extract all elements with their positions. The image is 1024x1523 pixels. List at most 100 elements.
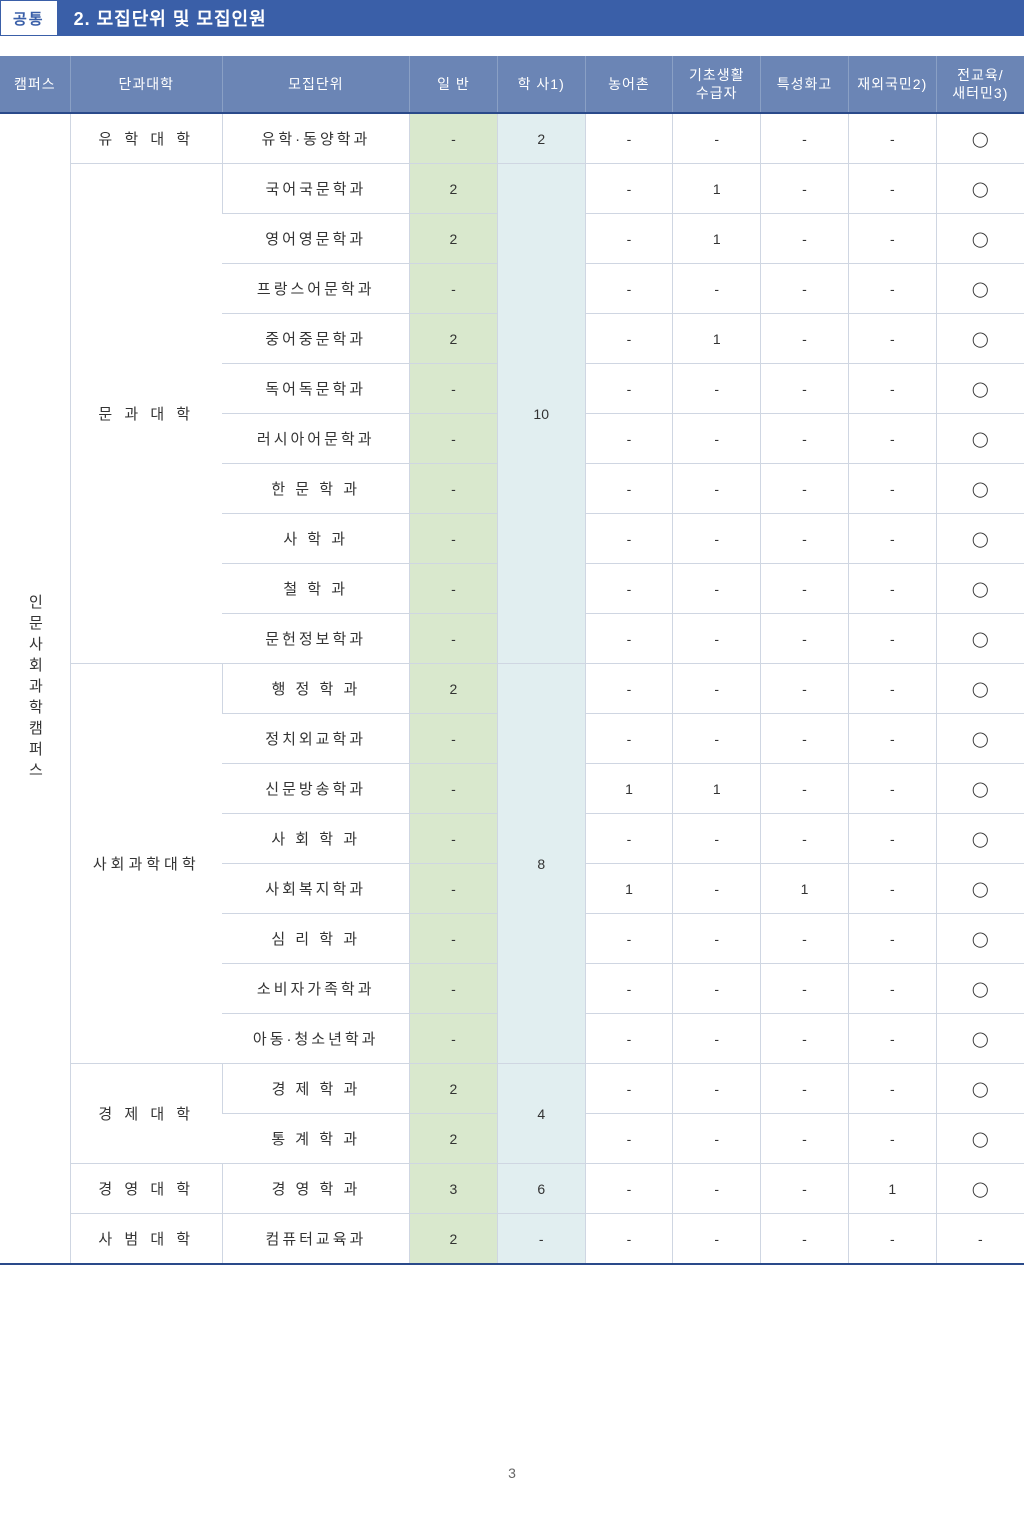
basic-cell: 1 — [673, 164, 761, 214]
spec-cell: - — [761, 564, 849, 614]
haksa-cell: 4 — [497, 1064, 585, 1164]
rural-cell: - — [585, 514, 673, 564]
rural-cell: - — [585, 914, 673, 964]
edu-cell: ◯ — [936, 814, 1024, 864]
general-cell: 2 — [410, 1064, 498, 1114]
col-header: 특성화고 — [761, 56, 849, 113]
spec-cell: - — [761, 1114, 849, 1164]
basic-cell: - — [673, 714, 761, 764]
edu-cell: ◯ — [936, 264, 1024, 314]
table-header: 캠퍼스단과대학모집단위일 반학 사1)농어촌기초생활수급자특성화고재외국민2)전… — [0, 56, 1024, 113]
rural-cell: - — [585, 664, 673, 714]
edu-cell: ◯ — [936, 714, 1024, 764]
spec-cell: - — [761, 113, 849, 164]
overseas-cell: - — [848, 1014, 936, 1064]
rural-cell: 1 — [585, 864, 673, 914]
spec-cell: - — [761, 1214, 849, 1265]
basic-cell: - — [673, 1064, 761, 1114]
col-header: 전교육/새터민3) — [936, 56, 1024, 113]
rural-cell: - — [585, 214, 673, 264]
basic-cell: - — [673, 614, 761, 664]
dept-cell: 사회복지학과 — [222, 864, 409, 914]
spec-cell: - — [761, 914, 849, 964]
rural-cell: - — [585, 264, 673, 314]
edu-cell: ◯ — [936, 214, 1024, 264]
dept-cell: 경 영 학 과 — [222, 1164, 409, 1214]
haksa-cell: 8 — [497, 664, 585, 1064]
table-row: 문 과 대 학국어국문학과210-1--◯ — [0, 164, 1024, 214]
edu-cell: ◯ — [936, 964, 1024, 1014]
dept-cell: 사 학 과 — [222, 514, 409, 564]
spec-cell: - — [761, 764, 849, 814]
overseas-cell: - — [848, 514, 936, 564]
edu-cell: ◯ — [936, 1014, 1024, 1064]
rural-cell: - — [585, 814, 673, 864]
edu-cell: ◯ — [936, 364, 1024, 414]
rural-cell: - — [585, 364, 673, 414]
dept-cell: 사 회 학 과 — [222, 814, 409, 864]
overseas-cell: - — [848, 714, 936, 764]
overseas-cell: - — [848, 814, 936, 864]
basic-cell: - — [673, 1214, 761, 1265]
table-row: 경 영 대 학경 영 학 과36---1◯ — [0, 1164, 1024, 1214]
general-cell: - — [410, 1014, 498, 1064]
rural-cell: 1 — [585, 764, 673, 814]
overseas-cell: - — [848, 364, 936, 414]
edu-cell: ◯ — [936, 414, 1024, 464]
basic-cell: 1 — [673, 764, 761, 814]
spec-cell: - — [761, 364, 849, 414]
edu-cell: ◯ — [936, 914, 1024, 964]
spec-cell: - — [761, 1014, 849, 1064]
basic-cell: 1 — [673, 214, 761, 264]
general-cell: 2 — [410, 664, 498, 714]
edu-cell: ◯ — [936, 864, 1024, 914]
general-cell: - — [410, 814, 498, 864]
college-cell: 문 과 대 학 — [70, 164, 222, 664]
dept-cell: 국어국문학과 — [222, 164, 409, 214]
rural-cell: - — [585, 164, 673, 214]
spec-cell: 1 — [761, 864, 849, 914]
general-cell: - — [410, 564, 498, 614]
col-header: 일 반 — [410, 56, 498, 113]
edu-cell: - — [936, 1214, 1024, 1265]
col-header: 캠퍼스 — [0, 56, 70, 113]
dept-cell: 경 제 학 과 — [222, 1064, 409, 1114]
haksa-cell: 2 — [497, 113, 585, 164]
edu-cell: ◯ — [936, 1064, 1024, 1114]
basic-cell: - — [673, 1114, 761, 1164]
col-header: 재외국민2) — [848, 56, 936, 113]
overseas-cell: - — [848, 264, 936, 314]
general-cell: - — [410, 714, 498, 764]
general-cell: 2 — [410, 1114, 498, 1164]
basic-cell: - — [673, 514, 761, 564]
general-cell: - — [410, 264, 498, 314]
general-cell: - — [410, 364, 498, 414]
col-header: 학 사1) — [497, 56, 585, 113]
spec-cell: - — [761, 314, 849, 364]
spec-cell: - — [761, 814, 849, 864]
dept-cell: 철 학 과 — [222, 564, 409, 614]
basic-cell: - — [673, 1164, 761, 1214]
haksa-cell: 10 — [497, 164, 585, 664]
dept-cell: 러시아어문학과 — [222, 414, 409, 464]
rural-cell: - — [585, 1114, 673, 1164]
col-header: 모집단위 — [222, 56, 409, 113]
dept-cell: 행 정 학 과 — [222, 664, 409, 714]
general-cell: - — [410, 614, 498, 664]
overseas-cell: - — [848, 464, 936, 514]
dept-cell: 유학·동양학과 — [222, 113, 409, 164]
dept-cell: 컴퓨터교육과 — [222, 1214, 409, 1265]
dept-cell: 문헌정보학과 — [222, 614, 409, 664]
college-cell: 사 범 대 학 — [70, 1214, 222, 1265]
rural-cell: - — [585, 314, 673, 364]
col-header: 농어촌 — [585, 56, 673, 113]
rural-cell: - — [585, 464, 673, 514]
spec-cell: - — [761, 264, 849, 314]
table-row: 인문사회과학캠퍼스유 학 대 학유학·동양학과-2----◯ — [0, 113, 1024, 164]
basic-cell: - — [673, 464, 761, 514]
overseas-cell: - — [848, 314, 936, 364]
edu-cell: ◯ — [936, 664, 1024, 714]
spec-cell: - — [761, 1064, 849, 1114]
edu-cell: ◯ — [936, 164, 1024, 214]
dept-cell: 신문방송학과 — [222, 764, 409, 814]
